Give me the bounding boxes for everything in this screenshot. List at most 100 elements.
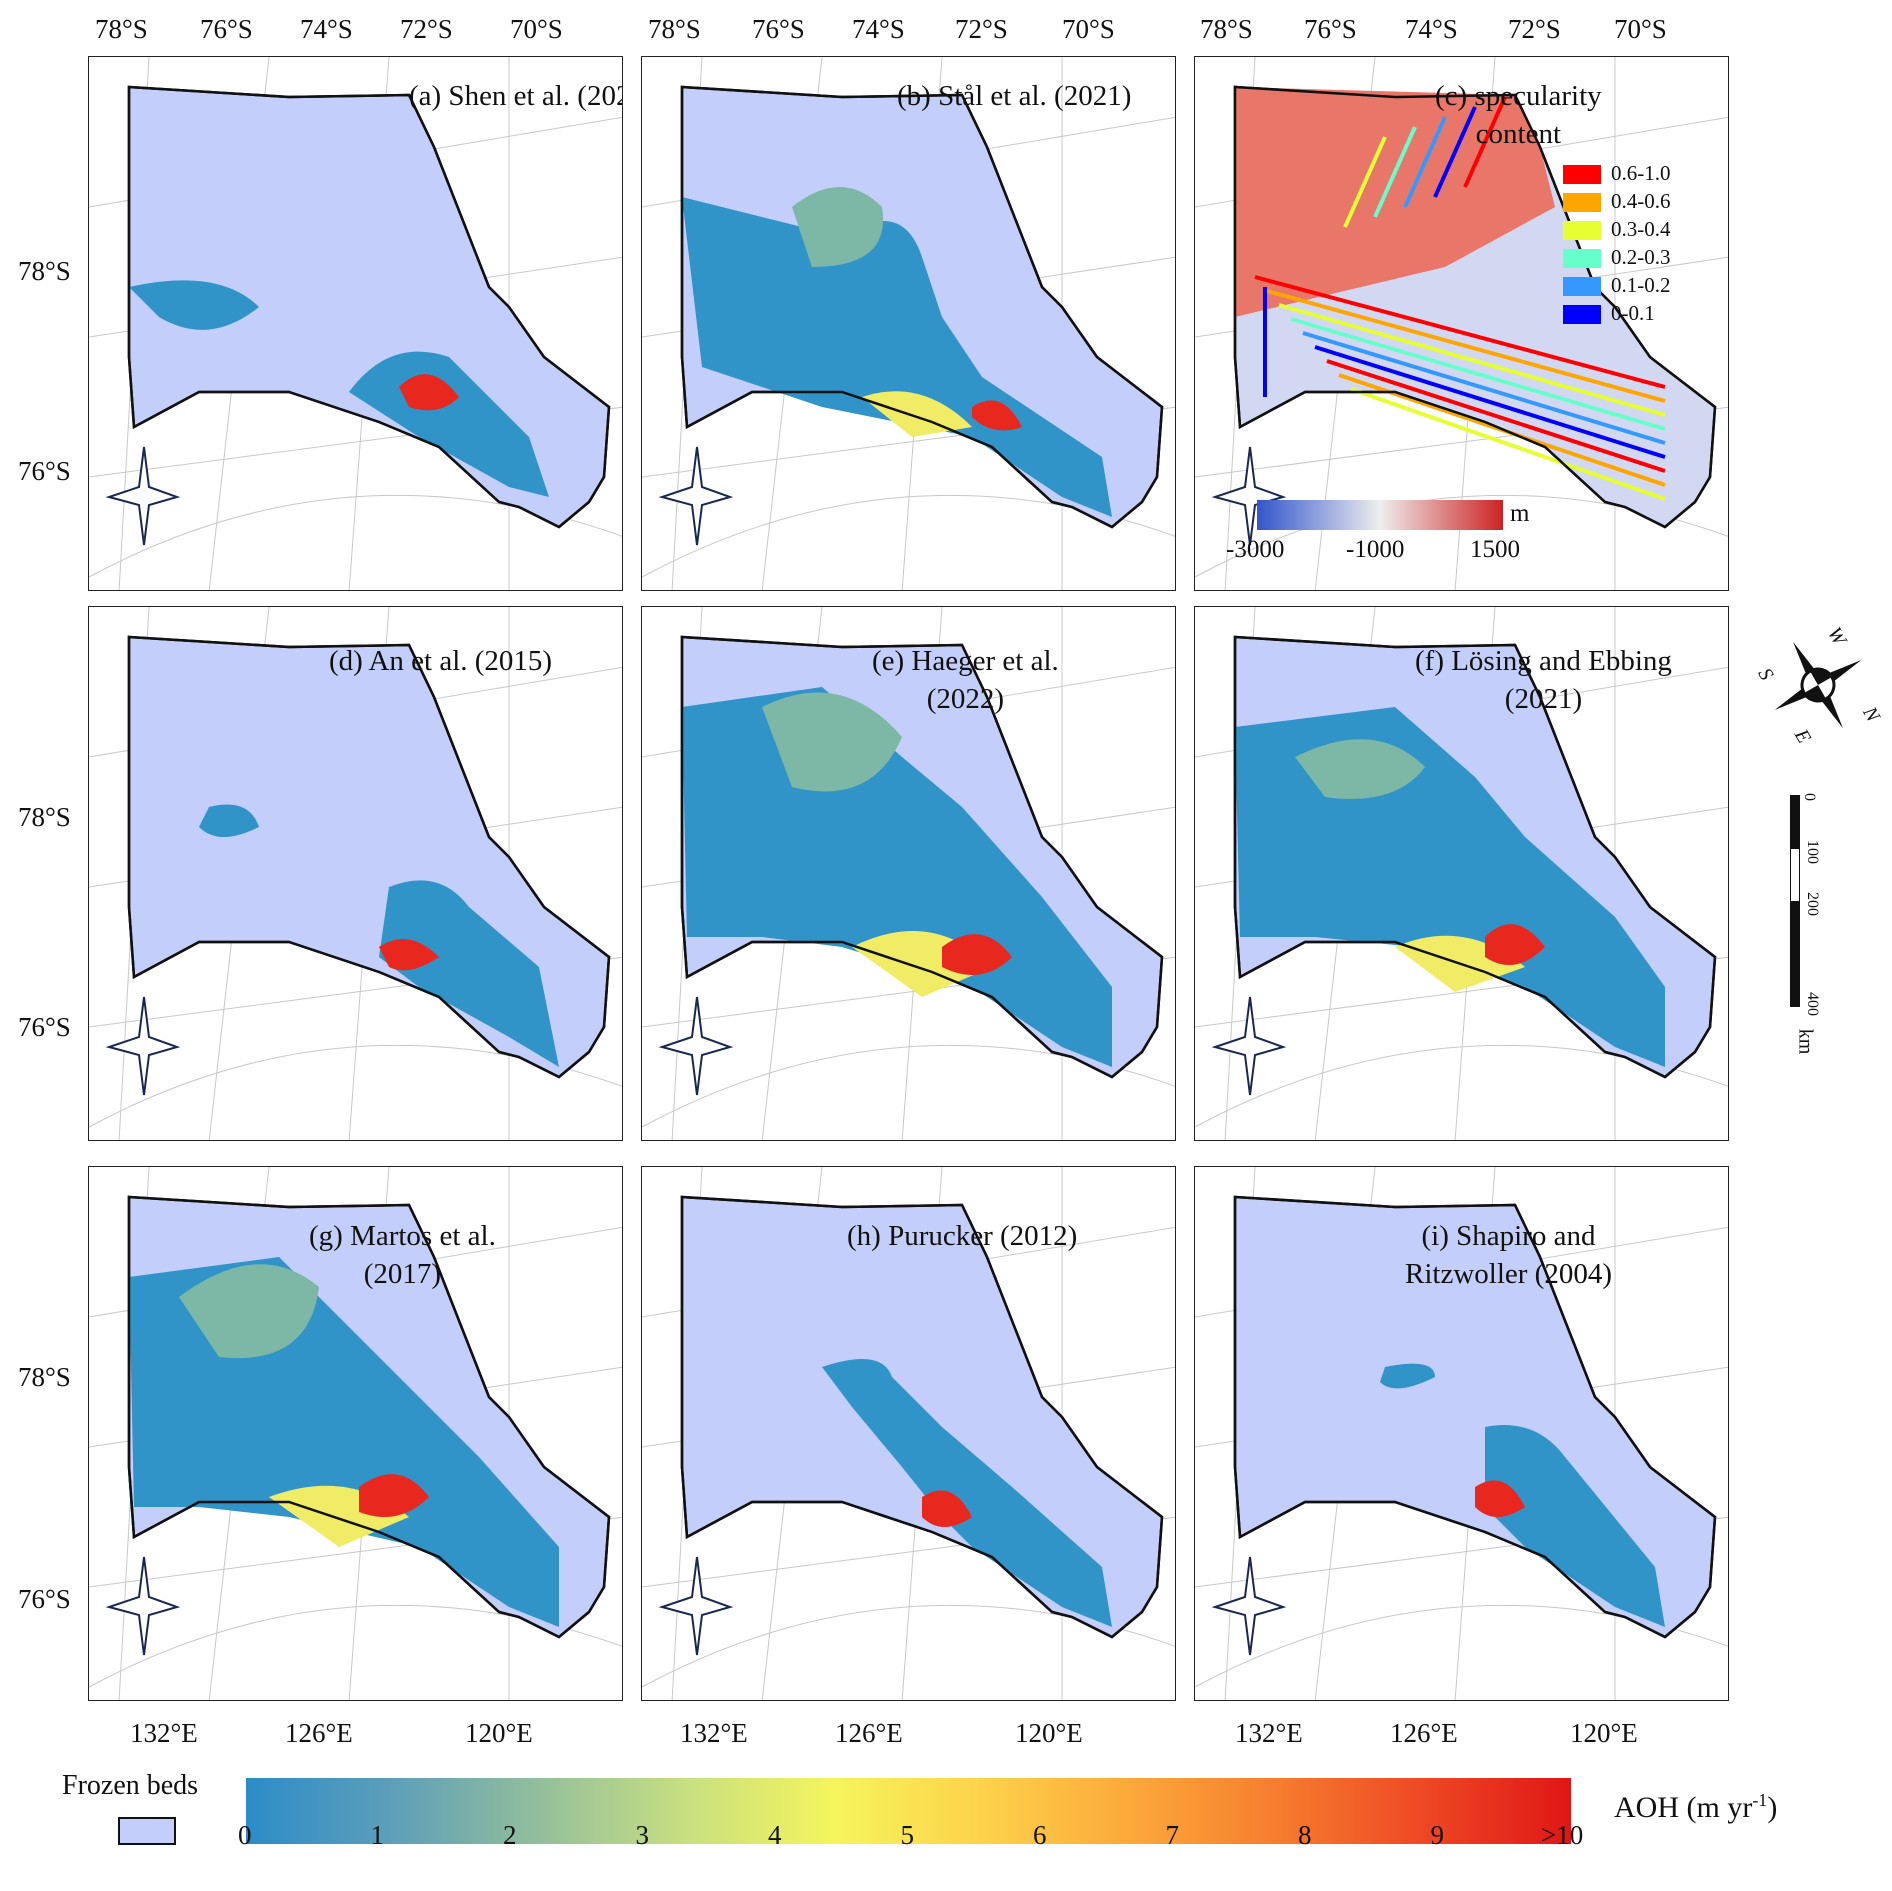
radar-tracks [1254,96,1666,501]
frozen-beds-swatch [118,1817,176,1845]
panel-title-line: (2021) [1504,683,1583,715]
aoh-tick: 2 [503,1820,517,1850]
top-lat-label-col1-5: 70°S [510,14,563,44]
aoh-region-1 [129,280,259,330]
panel-title-line: (2022) [926,683,1005,715]
panel-title-line: (a) Shen et al. (2020) [409,80,622,112]
aoh-region-2 [1295,739,1425,799]
panel-title-c: (c) specularity content [1435,77,1602,153]
lat-label-76s-row1: 76°S [18,456,71,486]
map-canvas-i [1195,1167,1728,1700]
aoh-tick: 6 [1033,1820,1047,1850]
panel-title-line: (i) Shapiro and [1421,1220,1596,1252]
aoh-colorbar [246,1778,1571,1844]
map-canvas-d [89,607,622,1140]
panel-title-e: (e) Haeger et al. (2022) [872,642,1059,718]
aoh-region-2 [762,692,902,792]
panel-title-line: (d) An et al. (2015) [329,645,553,677]
map-canvas-e [642,607,1175,1140]
lon-label-col3-2: 126°E [1390,1718,1458,1748]
map-panel-d: (d) An et al. (2015) [88,606,623,1141]
aoh-tick: 1 [370,1820,385,1850]
aoh-region-1 [822,1359,1112,1627]
elevation-unit: m [1510,500,1530,527]
specularity-swatch [1563,249,1601,268]
panel-title-line: (c) specularity [1435,80,1602,112]
dem-high-region [1235,87,1555,317]
panel-title-line: (b) Stål et al. (2021) [897,80,1132,112]
map-canvas-f [1195,607,1728,1140]
panel-title-a: (a) Shen et al. (2020) [409,77,622,115]
top-lat-label-col3-3: 74°S [1405,14,1458,44]
lon-label-col2-2: 126°E [835,1718,903,1748]
aoh-tick: 8 [1298,1820,1312,1850]
map-panel-f: (f) Lösing and Ebbing (2021) [1194,606,1729,1141]
aoh-region-2 [922,1490,972,1527]
panel-title-line: Ritzwoller (2004) [1405,1258,1612,1290]
lon-label-col2-1: 132°E [680,1718,748,1748]
aoh-region-3 [199,804,259,837]
elevation-tick-max: 1500 [1470,536,1520,563]
map-panel-i: (i) Shapiro and Ritzwoller (2004) [1194,1166,1729,1701]
map-panel-h: (h) Purucker (2012) [641,1166,1176,1701]
specularity-swatch [1563,165,1601,184]
map-panel-g: (g) Martos et al. (2017) [88,1166,623,1701]
map-canvas-c [1195,57,1728,590]
frozen-beds-label: Frozen beds [62,1770,199,1801]
top-lat-label-col2-3: 74°S [852,14,905,44]
aoh-region-4 [942,934,1012,975]
map-canvas-g [89,1167,622,1700]
top-lat-label-col1-3: 74°S [300,14,353,44]
aoh-region-1 [1485,1425,1665,1627]
lat-label-78s-row1: 78°S [18,256,71,286]
panel-title-line: (h) Purucker (2012) [847,1220,1078,1252]
top-lat-label-col2-2: 76°S [752,14,805,44]
aoh-region-2 [1475,1480,1525,1517]
panel-title-d: (d) An et al. (2015) [329,642,552,680]
lon-label-col2-3: 120°E [1015,1718,1083,1748]
top-lat-label-col2-5: 70°S [1062,14,1115,44]
top-lat-label-col3-1: 78°S [1200,14,1253,44]
lon-label-col3-3: 120°E [1570,1718,1638,1748]
scale-tick-200: 200 [1804,892,1821,916]
lat-label-76s-row2: 76°S [18,1012,71,1042]
aoh-tick: 0 [238,1820,252,1850]
specularity-swatch [1563,277,1601,296]
scale-bar [1790,795,1800,1007]
aoh-region-1 [379,880,559,1067]
elevation-tick-min: -3000 [1226,536,1285,563]
panel-title-g: (g) Martos et al. (2017) [309,1217,496,1293]
aoh-region-4 [972,400,1022,431]
aoh-region-2 [792,187,884,267]
panel-title-line: (g) Martos et al. [309,1220,496,1252]
panel-title-b: (b) Stål et al. (2021) [897,77,1131,115]
north-arrow-icon [1211,1556,1287,1656]
specularity-swatch [1563,193,1601,212]
top-lat-label-col1-4: 72°S [400,14,453,44]
north-arrow-icon [105,1556,181,1656]
north-arrow-icon [658,996,734,1096]
aoh-region-3 [862,391,972,437]
specularity-label: 0.3-0.4 [1611,217,1671,241]
scale-tick-100: 100 [1804,840,1821,864]
top-lat-label-col2-1: 78°S [648,14,701,44]
north-arrow-icon [658,1556,734,1656]
aoh-label-sup: -1 [1752,1790,1768,1810]
lon-label-col1-1: 132°E [130,1718,198,1748]
specularity-swatch [1563,221,1601,240]
scale-tick-0: 0 [1801,793,1818,801]
scale-tick-400: 400 [1804,992,1821,1016]
aoh-tick: 5 [900,1820,915,1850]
panel-title-line: (e) Haeger et al. [872,645,1059,677]
lat-label-78s-row2: 78°S [18,802,71,832]
map-canvas-h [642,1167,1175,1700]
north-arrow-icon [105,996,181,1096]
aoh-region-1 [682,687,1112,1067]
compass-rose-icon [1774,641,1862,729]
aoh-region-4 [359,1474,429,1517]
specularity-label: 0-0.1 [1611,301,1655,325]
scale-unit: km [1794,1028,1817,1055]
lon-label-col3-1: 132°E [1235,1718,1303,1748]
panel-title-f: (f) Lösing and Ebbing (2021) [1415,642,1672,718]
lat-label-78s-row3: 78°S [18,1362,71,1392]
